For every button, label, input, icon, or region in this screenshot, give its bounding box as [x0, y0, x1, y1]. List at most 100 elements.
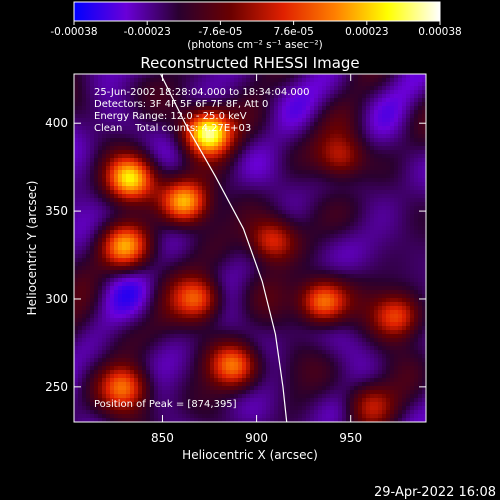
- heatmap-cell: [98, 134, 102, 138]
- heatmap-cell: [386, 206, 390, 210]
- heatmap-cell: [242, 222, 246, 226]
- heatmap-cell: [406, 194, 410, 198]
- heatmap-cell: [110, 130, 114, 134]
- heatmap-cell: [334, 274, 338, 278]
- heatmap-cell: [194, 238, 198, 242]
- heatmap-cell: [406, 106, 410, 110]
- heatmap-cell: [150, 230, 154, 234]
- heatmap-cell: [286, 230, 290, 234]
- heatmap-cell: [338, 82, 342, 86]
- heatmap-cell: [194, 90, 198, 94]
- heatmap-cell: [138, 78, 142, 82]
- heatmap-cell: [86, 222, 90, 226]
- heatmap-cell: [202, 206, 206, 210]
- heatmap-cell: [126, 74, 130, 78]
- heatmap-cell: [298, 254, 302, 258]
- heatmap-cell: [190, 126, 194, 130]
- heatmap-cell: [262, 298, 266, 302]
- heatmap-cell: [90, 102, 94, 106]
- heatmap-cell: [414, 226, 418, 230]
- heatmap-cell: [194, 258, 198, 262]
- heatmap-cell: [238, 254, 242, 258]
- heatmap-cell: [150, 238, 154, 242]
- heatmap-cell: [202, 130, 206, 134]
- heatmap-cell: [390, 222, 394, 226]
- heatmap-cell: [162, 194, 166, 198]
- heatmap-cell: [122, 282, 126, 286]
- heatmap-cell: [170, 154, 174, 158]
- heatmap-cell: [326, 90, 330, 94]
- heatmap-cell: [194, 110, 198, 114]
- heatmap-cell: [90, 238, 94, 242]
- heatmap-cell: [102, 82, 106, 86]
- heatmap-cell: [178, 270, 182, 274]
- heatmap-cell: [230, 186, 234, 190]
- heatmap-cell: [234, 294, 238, 298]
- heatmap-cell: [150, 234, 154, 238]
- heatmap-cell: [302, 166, 306, 170]
- heatmap-cell: [290, 214, 294, 218]
- heatmap-cell: [318, 142, 322, 146]
- heatmap-cell: [354, 182, 358, 186]
- heatmap-cell: [98, 94, 102, 98]
- heatmap-cell: [370, 262, 374, 266]
- heatmap-cell: [86, 238, 90, 242]
- heatmap-cell: [106, 210, 110, 214]
- heatmap-cell: [306, 174, 310, 178]
- heatmap-cell: [314, 254, 318, 258]
- heatmap-cell: [254, 150, 258, 154]
- heatmap-cell: [278, 114, 282, 118]
- heatmap-cell: [234, 74, 238, 78]
- heatmap-cell: [94, 186, 98, 190]
- colorbar-tick-label: 0.00023: [345, 26, 388, 38]
- heatmap-cell: [186, 86, 190, 90]
- heatmap-cell: [306, 250, 310, 254]
- heatmap-cell: [146, 262, 150, 266]
- heatmap-cell: [326, 138, 330, 142]
- heatmap-cell: [338, 194, 342, 198]
- heatmap-cell: [178, 166, 182, 170]
- heatmap-cell: [278, 186, 282, 190]
- heatmap-cell: [162, 266, 166, 270]
- heatmap-cell: [222, 194, 226, 198]
- heatmap-cell: [382, 246, 386, 250]
- heatmap-cell: [394, 158, 398, 162]
- heatmap-cell: [246, 142, 250, 146]
- heatmap-cell: [290, 166, 294, 170]
- heatmap-cell: [322, 294, 326, 298]
- heatmap-cell: [198, 206, 202, 210]
- heatmap-cell: [190, 154, 194, 158]
- heatmap-cell: [398, 90, 402, 94]
- heatmap-cell: [358, 178, 362, 182]
- heatmap-cell: [386, 126, 390, 130]
- heatmap-cell: [326, 86, 330, 90]
- heatmap-cell: [326, 78, 330, 82]
- heatmap-cell: [318, 230, 322, 234]
- heatmap-cell: [342, 134, 346, 138]
- heatmap-cell: [394, 118, 398, 122]
- heatmap-cell: [422, 214, 426, 218]
- heatmap-cell: [158, 278, 162, 282]
- heatmap-cell: [142, 254, 146, 258]
- heatmap-cell: [238, 234, 242, 238]
- heatmap-cell: [178, 82, 182, 86]
- heatmap-cell: [274, 86, 278, 90]
- heatmap-cell: [370, 190, 374, 194]
- heatmap-cell: [330, 106, 334, 110]
- heatmap-cell: [262, 126, 266, 130]
- heatmap-cell: [122, 166, 126, 170]
- heatmap-cell: [102, 202, 106, 206]
- heatmap-cell: [154, 250, 158, 254]
- heatmap-cell: [402, 270, 406, 274]
- heatmap-cell: [366, 94, 370, 98]
- heatmap-cell: [298, 94, 302, 98]
- heatmap-cell: [182, 174, 186, 178]
- heatmap-cell: [318, 126, 322, 130]
- heatmap-cell: [82, 298, 86, 302]
- heatmap-cell: [150, 282, 154, 286]
- heatmap-cell: [134, 274, 138, 278]
- heatmap-cell: [418, 74, 422, 78]
- heatmap-cell: [370, 274, 374, 278]
- heatmap-cell: [234, 266, 238, 270]
- heatmap-cell: [306, 78, 310, 82]
